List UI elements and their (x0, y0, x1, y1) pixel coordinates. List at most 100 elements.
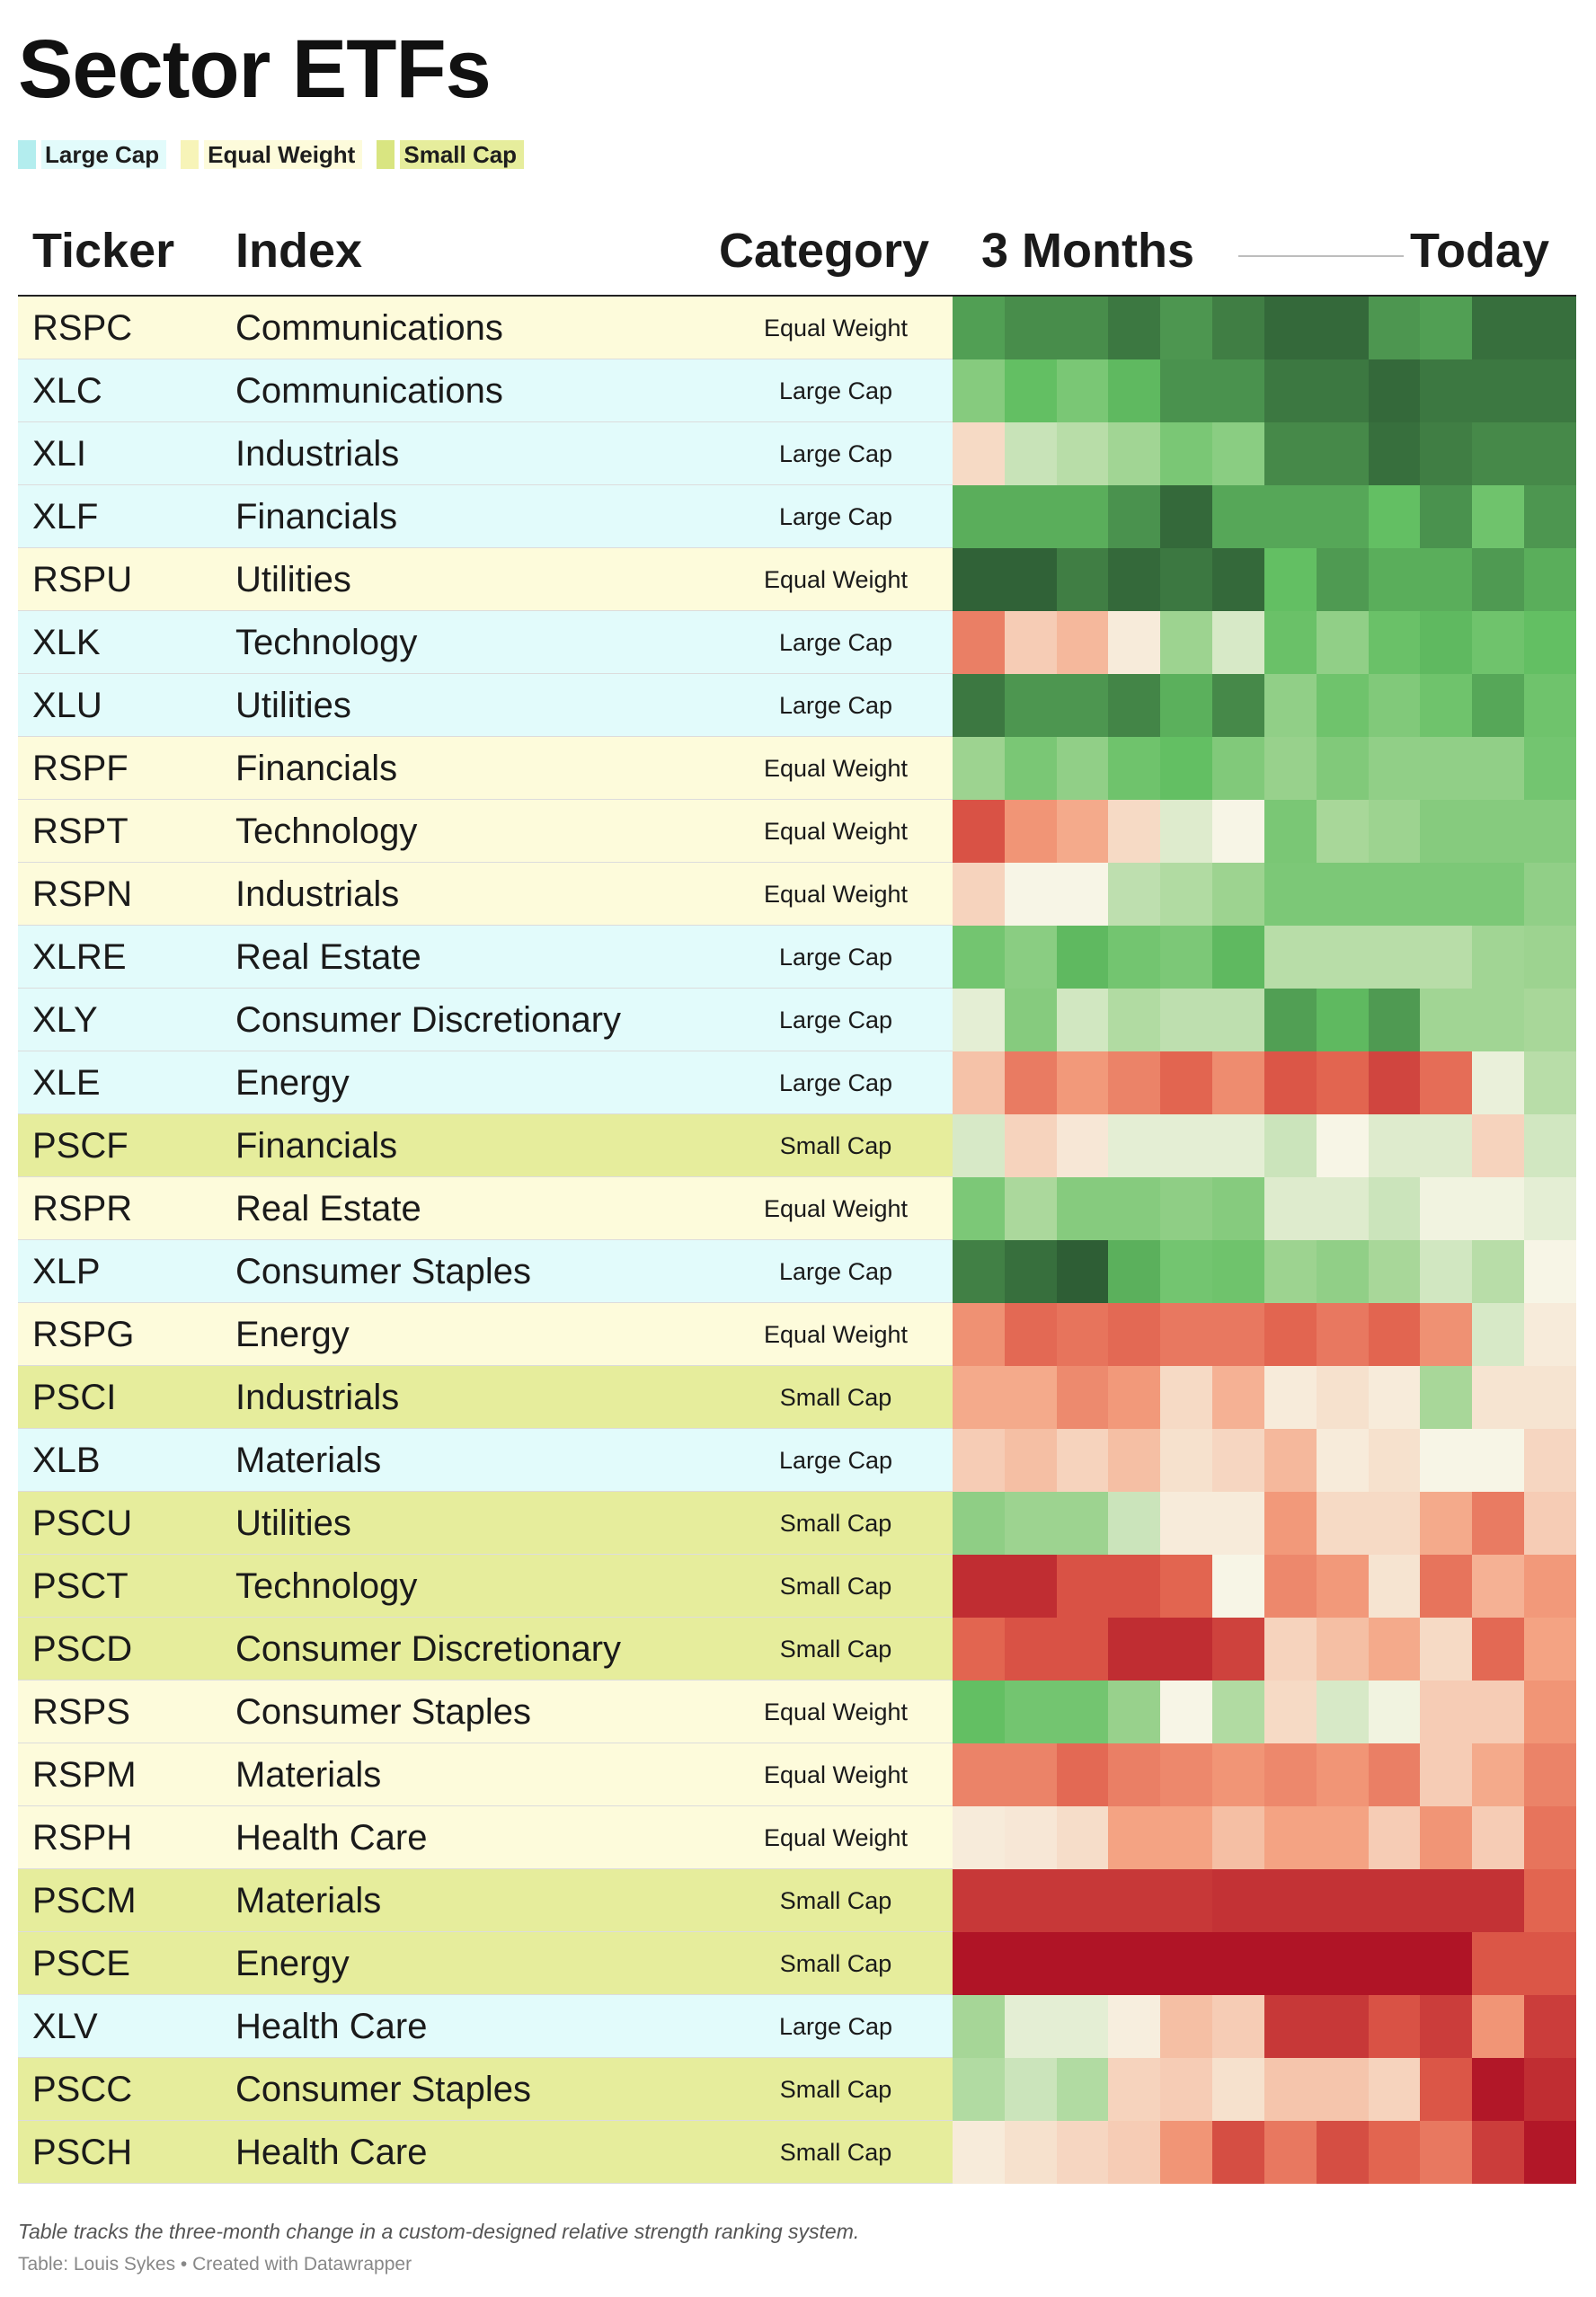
heatmap-cell (1316, 1806, 1369, 1869)
heatmap-cell (1108, 1177, 1161, 1240)
category-cell: Equal Weight (763, 1195, 909, 1222)
heatmap-cell (1160, 1869, 1213, 1932)
ticker-cell: RSPR (32, 1189, 133, 1228)
heatmap-cell (1160, 1114, 1213, 1177)
ticker-cell: XLI (32, 434, 87, 474)
table-row: PSCD Consumer Discretionary Small Cap (18, 1618, 1576, 1681)
heatmap-cell (1212, 359, 1264, 422)
timeline-divider (1238, 255, 1404, 257)
index-cell: Technology (235, 623, 418, 662)
heatmap-cell (1472, 485, 1525, 548)
heatmap-cell (1420, 737, 1473, 800)
heatmap-cell (953, 485, 1005, 548)
category-cell: Large Cap (778, 1007, 893, 1033)
table-row: RSPS Consumer Staples Equal Weight (18, 1681, 1576, 1743)
heatmap-cell (1004, 989, 1057, 1051)
index-cell: Consumer Staples (235, 1692, 532, 1732)
category-cell: Large Cap (778, 503, 893, 530)
heatmap-cell (1056, 1303, 1109, 1366)
table-row: PSCH Health Care Small Cap (18, 2121, 1576, 2184)
heatmap-cell (1524, 1995, 1576, 2058)
index-column-header[interactable]: Index (235, 224, 363, 278)
heatmap-cell (1056, 485, 1109, 548)
heatmap-cell (1212, 1429, 1264, 1492)
heatmap-cell (1264, 611, 1317, 674)
heatmap-cell (1368, 1177, 1421, 1240)
heatmap-cell (1368, 1932, 1421, 1995)
ticker-cell: XLK (32, 623, 101, 662)
index-cell: Industrials (235, 434, 400, 474)
heatmap-cell (1004, 359, 1057, 422)
heatmap-cell (1524, 1114, 1576, 1177)
category-column-header[interactable]: Category (719, 224, 930, 278)
category-cell: Large Cap (778, 1447, 893, 1474)
heatmap-cell (1316, 1051, 1369, 1114)
heatmap-cell (1368, 1303, 1421, 1366)
heatmap-cell (1368, 737, 1421, 800)
heatmap-cell (1316, 737, 1369, 800)
ticker-cell: XLE (32, 1063, 101, 1103)
heatmap-cell (1212, 1492, 1264, 1555)
heatmap-cell (953, 1555, 1005, 1618)
heatmap-cell (1212, 1366, 1264, 1429)
heatmap-cell (1420, 1995, 1473, 2058)
heatmap-cell (953, 611, 1005, 674)
heatmap-cell (1004, 1240, 1057, 1303)
heatmap-cell (1056, 1492, 1109, 1555)
heatmap-strip (953, 926, 1576, 989)
table-row: RSPG Energy Equal Weight (18, 1303, 1576, 1366)
heatmap-cell (953, 1492, 1005, 1555)
heatmap-strip (953, 1869, 1576, 1932)
heatmap-cell (1108, 548, 1161, 611)
heatmap-cell (1004, 1492, 1057, 1555)
heatmap-cell (1472, 1681, 1525, 1743)
heatmap-cell (1524, 1555, 1576, 1618)
heatmap-cell (1368, 1995, 1421, 2058)
heatmap-cell (1108, 1618, 1161, 1681)
heatmap-cell (1368, 611, 1421, 674)
index-cell: Industrials (235, 874, 400, 914)
heatmap-cell (1472, 1114, 1525, 1177)
heatmap-cell (1004, 1366, 1057, 1429)
row-background (18, 2058, 953, 2121)
row-background (18, 2121, 953, 2184)
heatmap-cell (1420, 674, 1473, 737)
legend-label: Small Cap (400, 140, 525, 169)
heatmap-cell (1160, 1177, 1213, 1240)
heatmap-cell (1420, 1492, 1473, 1555)
index-cell: Health Care (235, 2007, 428, 2046)
heatmap-cell (1524, 297, 1576, 359)
category-cell: Small Cap (779, 1573, 892, 1600)
row-background (18, 1366, 953, 1429)
heatmap-cell (1524, 1051, 1576, 1114)
table-row: PSCC Consumer Staples Small Cap (18, 2058, 1576, 2121)
heatmap-strip (953, 1429, 1576, 1492)
heatmap-cell (1264, 1051, 1317, 1114)
heatmap-cell (1212, 485, 1264, 548)
heatmap-cell (1160, 1806, 1213, 1869)
heatmap-strip (953, 1492, 1576, 1555)
ticker-cell: PSCC (32, 2070, 133, 2109)
heatmap-strip (953, 1743, 1576, 1806)
table-row: RSPM Materials Equal Weight (18, 1743, 1576, 1806)
heatmap-cell (1108, 1240, 1161, 1303)
heatmap-cell (1264, 674, 1317, 737)
heatmap-cell (1472, 1995, 1525, 2058)
heatmap-cell (1472, 1806, 1525, 1869)
heatmap-cell (1524, 1743, 1576, 1806)
heatmap-cell (1420, 485, 1473, 548)
heatmap-cell (1316, 2058, 1369, 2121)
heatmap-cell (1056, 1177, 1109, 1240)
heatmap-cell (1264, 1681, 1317, 1743)
category-cell: Equal Weight (763, 818, 909, 845)
heatmap-cell (1212, 1806, 1264, 1869)
heatmap-cell (1316, 2121, 1369, 2184)
heatmap-cell (1472, 1051, 1525, 1114)
row-background (18, 548, 953, 611)
heatmap-cell (1368, 1240, 1421, 1303)
heatmap-cell (1212, 989, 1264, 1051)
heatmap-cell (1316, 1995, 1369, 2058)
heatmap-strip (953, 1303, 1576, 1366)
ticker-column-header[interactable]: Ticker (32, 224, 175, 278)
heatmap-cell (1108, 926, 1161, 989)
